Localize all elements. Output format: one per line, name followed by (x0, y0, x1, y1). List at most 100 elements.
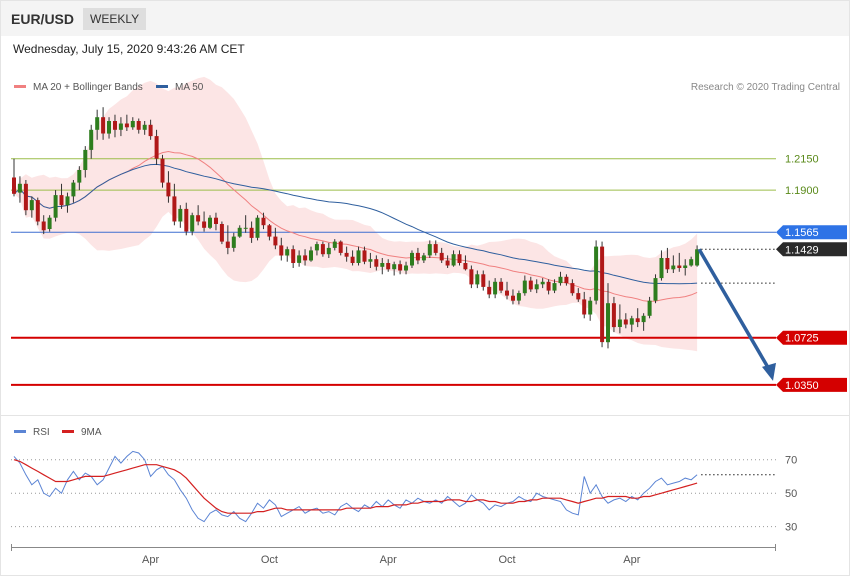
candles (12, 107, 700, 349)
legend-swatch (156, 85, 168, 88)
candle-body (386, 263, 391, 270)
candle-body (421, 255, 426, 261)
candle-body (505, 290, 509, 296)
candle-body (368, 259, 373, 262)
candle-body (570, 283, 575, 294)
candle-body (95, 117, 100, 130)
candle-body (404, 265, 408, 271)
candle-body (291, 249, 296, 263)
candle-body (320, 244, 325, 255)
candle-body (469, 269, 474, 285)
candle-body (107, 121, 111, 134)
candle-body (178, 208, 183, 222)
level-tags: 1.2150 1.1900 1.1565 1.1429 1.0725 1.0350 (776, 154, 847, 392)
candle-body (659, 258, 664, 279)
x-axis: Apr Oct Apr Oct Apr (11, 544, 776, 566)
candle-body (611, 303, 616, 328)
candle-body (65, 196, 70, 206)
candle-body (71, 182, 76, 197)
candle-body (53, 195, 58, 218)
candle-body (267, 225, 272, 237)
candle-body (499, 281, 504, 291)
pivot-tag-label: 1.1565 (785, 227, 819, 239)
candle-body (617, 319, 622, 327)
candle-body (677, 265, 682, 268)
rsi-ma-line (13, 459, 698, 514)
candle-body (35, 200, 40, 222)
support-tag (776, 377, 847, 392)
candle-body (23, 183, 28, 211)
forecast-arrow-shaft (697, 248, 772, 372)
candle-body (309, 250, 313, 261)
support-tag-label: 1.0350 (785, 380, 819, 392)
candle-body (534, 284, 539, 290)
candle-body (629, 318, 634, 325)
main-legend: MA 20 + Bollinger Bands MA 50 Research © 2… (14, 82, 840, 93)
rsi-panel: RSI 9MA 30 50 70 (1, 415, 849, 534)
candle-body (522, 280, 527, 294)
bollinger-bands (14, 76, 698, 352)
candle-body (576, 293, 581, 300)
candle-body (231, 236, 236, 248)
candle-body (564, 276, 569, 284)
candle-body (41, 221, 46, 231)
symbol-label: EUR/USD (11, 11, 75, 27)
legend-label: MA 50 (175, 82, 204, 93)
candle-body (142, 124, 147, 130)
candle-body (118, 123, 123, 130)
candle-body (445, 260, 450, 266)
timeframe-badge[interactable]: WEEKLY (83, 8, 147, 30)
candle-body (148, 124, 153, 137)
support-tag-label: 1.0725 (785, 333, 819, 345)
moving-averages (13, 150, 698, 302)
rsi-legend-swatch (14, 430, 26, 433)
candle-body (332, 241, 337, 248)
forecast-arrow (697, 248, 776, 381)
candle-body (344, 252, 349, 257)
candle-body (225, 241, 230, 248)
candle-body (635, 318, 640, 323)
x-tick-label: Apr (623, 554, 640, 566)
candle-body (558, 276, 563, 284)
candle-body (427, 244, 432, 256)
candle-body (439, 252, 444, 261)
candle-body (136, 121, 141, 130)
last-price-tag-label: 1.1429 (785, 244, 819, 256)
candle-body (29, 200, 34, 211)
rsi-tick-label: 30 (785, 522, 797, 534)
candle-body (641, 315, 646, 323)
price-levels (11, 158, 776, 386)
candle-body (511, 295, 515, 301)
chart-datetime: Wednesday, July 15, 2020 9:43:26 AM CET (13, 42, 245, 56)
support-tag (776, 330, 847, 345)
candle-body (130, 121, 135, 128)
legend-swatch (14, 85, 26, 88)
forecast-arrow-head (762, 362, 776, 381)
candle-body (415, 252, 420, 261)
candle-body (285, 249, 290, 256)
candle-body (77, 170, 82, 183)
chart-header: EUR/USD WEEKLY (1, 1, 849, 36)
rsi-legend-label: RSI (33, 427, 50, 438)
rsi-legend-swatch (62, 430, 74, 433)
candle-body (463, 263, 468, 270)
candle-body (208, 217, 212, 228)
candle-body (160, 158, 165, 183)
legend-label: MA 20 + Bollinger Bands (33, 82, 143, 93)
candle-body (219, 224, 224, 242)
candle-body (528, 280, 533, 290)
candle-body (190, 215, 195, 232)
candle-body (546, 281, 551, 291)
candle-body (362, 250, 367, 262)
candle-body (671, 265, 676, 270)
candle-body (695, 249, 700, 266)
candle-body (101, 117, 106, 134)
candle-body (166, 182, 171, 197)
candle-body (606, 303, 610, 343)
ma50-line (13, 163, 698, 285)
candle-body (410, 252, 414, 266)
candle-body (392, 264, 397, 270)
candle-body (475, 274, 480, 285)
candle-body (196, 215, 201, 222)
